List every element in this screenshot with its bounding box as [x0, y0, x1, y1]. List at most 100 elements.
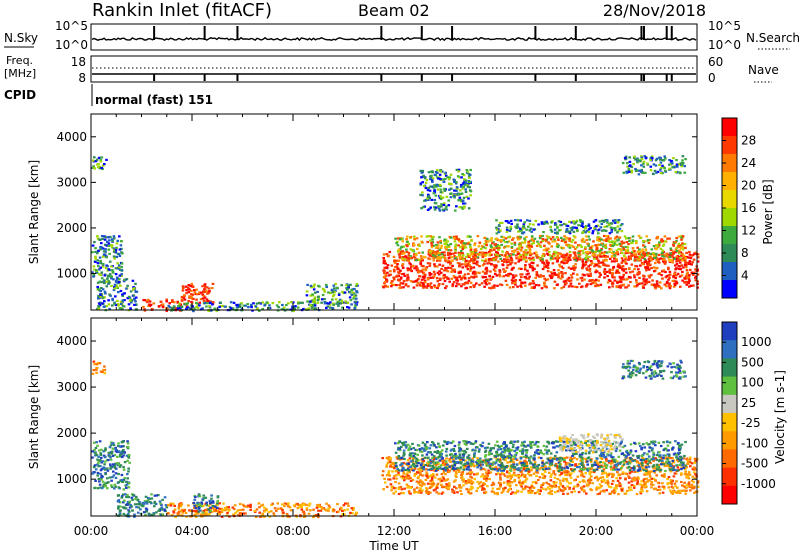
data-cell [180, 299, 184, 302]
data-cell [104, 248, 107, 251]
data-cell [532, 486, 536, 489]
data-cell [200, 501, 203, 504]
data-cell [598, 220, 602, 223]
data-cell [472, 473, 476, 476]
data-cell [122, 488, 126, 491]
data-cell [677, 265, 681, 268]
data-cell [99, 296, 102, 299]
data-cell [258, 309, 261, 312]
data-cell [351, 512, 354, 515]
data-cell [461, 263, 464, 266]
data-cell [683, 486, 687, 489]
data-cell [455, 282, 459, 285]
data-cell [631, 239, 635, 242]
data-cell [597, 259, 600, 262]
data-cell [681, 270, 684, 274]
data-cell [244, 304, 247, 307]
data-cell [576, 483, 580, 486]
data-cell [190, 282, 194, 285]
data-cell [683, 171, 686, 174]
data-cell [672, 475, 676, 478]
data-cell [655, 259, 658, 262]
data-cell [277, 306, 280, 309]
data-cell [354, 300, 357, 303]
data-cell [525, 235, 528, 239]
data-cell [535, 253, 538, 257]
data-cell [436, 486, 439, 489]
data-cell [614, 490, 617, 493]
data-cell [323, 508, 327, 511]
data-cell [190, 289, 193, 292]
data-cell [546, 222, 549, 225]
data-cell [355, 282, 359, 286]
data-cell [612, 250, 615, 253]
data-cell [653, 471, 657, 474]
data-cell [254, 305, 258, 308]
data-cell [402, 492, 405, 495]
data-cell [660, 251, 664, 255]
data-cell [537, 223, 540, 226]
data-cell [346, 306, 349, 309]
data-cell [514, 492, 517, 495]
data-cell [560, 265, 563, 268]
data-cell [208, 305, 211, 308]
data-cell [459, 199, 463, 202]
data-cell [100, 156, 104, 159]
data-cell [95, 368, 98, 371]
data-cell [569, 267, 573, 270]
data-cell [631, 235, 635, 238]
data-cell [589, 467, 593, 470]
data-cell [313, 304, 317, 307]
data-cell [603, 490, 606, 493]
data-cell [312, 515, 315, 519]
data-cell [91, 450, 95, 453]
data-cell [210, 286, 214, 290]
data-cell [420, 484, 424, 487]
data-cell [283, 504, 286, 508]
data-cell [330, 288, 334, 292]
colorbar-swatch [722, 208, 737, 227]
data-cell [516, 236, 519, 239]
data-cell [178, 502, 181, 506]
data-cell [506, 252, 509, 255]
data-cell [557, 274, 560, 277]
data-cell [123, 506, 126, 509]
data-cell [150, 502, 153, 505]
data-cell [604, 243, 607, 246]
data-cell [581, 260, 584, 263]
data-cell [426, 189, 430, 192]
data-cell [509, 225, 513, 228]
data-cell [556, 490, 560, 493]
data-cell [468, 176, 471, 179]
data-cell [495, 232, 499, 235]
data-cell [508, 272, 512, 275]
data-cell [486, 262, 489, 265]
data-cell [152, 513, 156, 516]
data-cell [687, 277, 691, 280]
data-cell [584, 263, 588, 266]
data-cell [265, 301, 269, 304]
data-cell [680, 236, 683, 239]
data-cell [455, 276, 459, 279]
data-cell [430, 174, 433, 177]
data-cell [580, 239, 584, 242]
data-cell [120, 479, 124, 482]
data-cell [528, 223, 532, 226]
data-cell [596, 224, 600, 227]
data-cell [674, 277, 677, 280]
data-cell [608, 250, 611, 253]
data-cell [523, 268, 527, 271]
data-cell [431, 254, 435, 257]
data-cell [520, 246, 524, 249]
data-cell [446, 251, 450, 254]
data-cell [199, 509, 202, 512]
data-cell [599, 243, 602, 246]
data-cell [552, 253, 555, 256]
nsearch-label: N.Search [746, 31, 800, 45]
data-cell [234, 512, 237, 515]
data-cell [571, 238, 575, 242]
data-cell [504, 279, 508, 282]
data-cell [682, 254, 686, 257]
data-cell [464, 265, 468, 268]
data-cell [562, 259, 566, 262]
